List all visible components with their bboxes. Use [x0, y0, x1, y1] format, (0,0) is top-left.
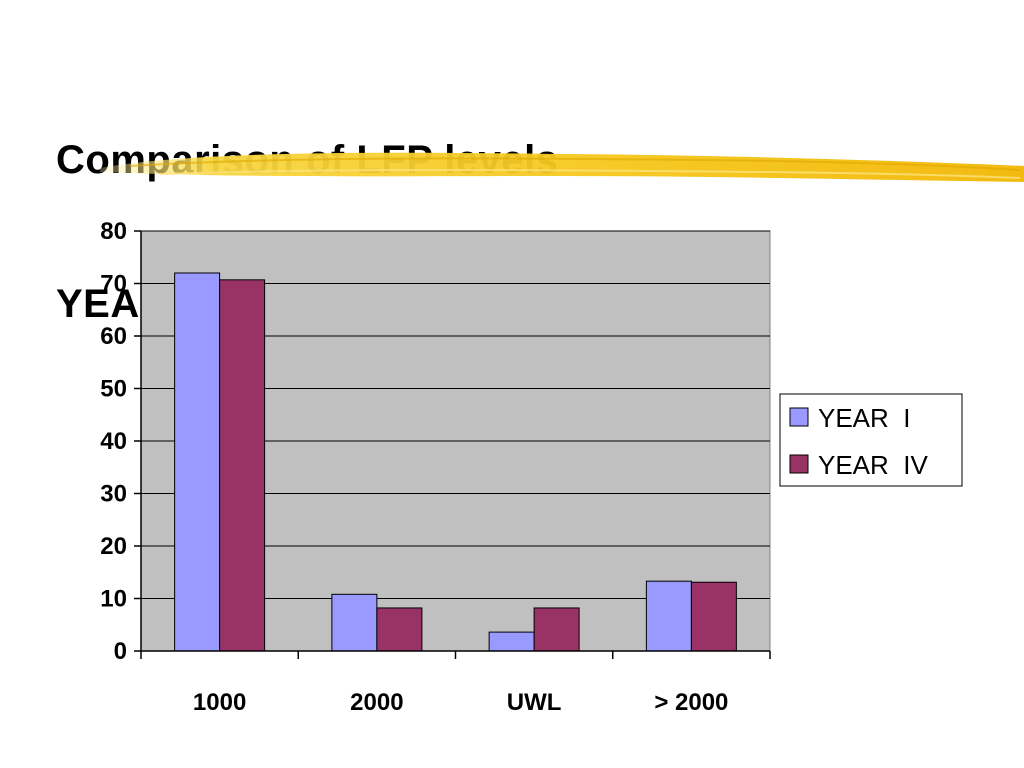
- y-tick-label: 50: [100, 376, 127, 403]
- bar-year-1: [488, 631, 535, 652]
- bar-year-1: [174, 272, 221, 652]
- legend: YEAR I YEAR IV: [779, 393, 963, 487]
- bar-year-4: [690, 581, 737, 652]
- legend-box: [779, 393, 963, 487]
- x-tick-label: > 2000: [654, 689, 728, 716]
- bar-year-1: [645, 580, 692, 652]
- bar-year-4: [219, 279, 266, 652]
- bar-year-1: [331, 593, 378, 652]
- y-tick-label: 20: [100, 533, 127, 560]
- x-axis-ticks: 1000 2000 UWL > 2000: [140, 651, 771, 716]
- y-tick-label: 0: [114, 638, 127, 665]
- bars: [174, 272, 737, 652]
- yellow-brush-stroke: [100, 152, 1024, 182]
- x-tick-label: 2000: [350, 689, 403, 716]
- x-tick-label: 1000: [193, 689, 246, 716]
- legend-swatch-year-4: [789, 454, 809, 474]
- legend-label-year-4: YEAR IV: [818, 450, 928, 480]
- legend-label-year-1: YEAR I: [818, 403, 910, 433]
- y-tick-label: 70: [100, 271, 127, 298]
- y-tick-label: 60: [100, 323, 127, 350]
- bar-year-4: [533, 607, 580, 652]
- bar-year-4: [376, 607, 423, 652]
- y-tick-label: 30: [100, 481, 127, 508]
- y-tick-label: 10: [100, 586, 127, 613]
- x-tick-label: UWL: [507, 689, 562, 716]
- y-axis-ticks: 0 10 20 30 40 50 60 70 80: [100, 218, 141, 665]
- legend-swatch-year-1: [789, 407, 809, 427]
- y-tick-label: 80: [100, 218, 127, 245]
- y-tick-label: 40: [100, 428, 127, 455]
